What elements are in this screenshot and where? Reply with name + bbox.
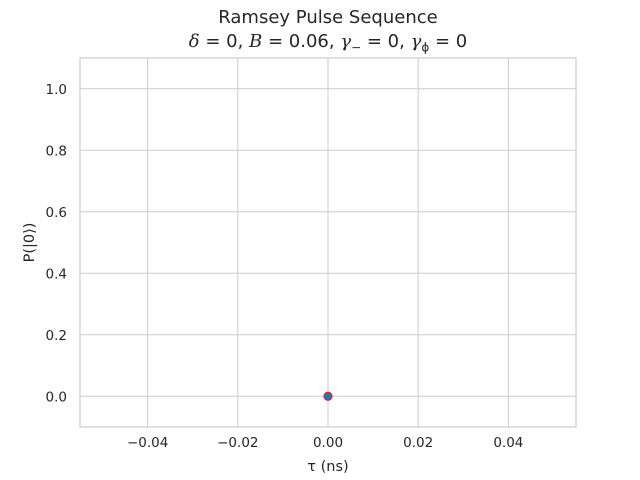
y-tick-label: 0.6	[46, 205, 67, 221]
x-tick-label: −0.04	[127, 435, 168, 451]
y-tick-label: 1.0	[46, 82, 67, 98]
gamma-minus-value: = 0,	[361, 31, 411, 52]
delta-value: = 0,	[199, 31, 250, 52]
gamma-phi-subscript: ϕ	[421, 40, 430, 55]
x-ticks: −0.04 −0.02 0.00 0.02 0.04	[127, 435, 523, 451]
data-points	[323, 391, 333, 401]
gamma-phi-value: = 0	[429, 31, 468, 52]
chart-title: Ramsey Pulse Sequence	[218, 7, 438, 28]
y-tick-label: 0.4	[46, 266, 67, 282]
plot-frame	[79, 57, 577, 428]
gamma-minus-subscript: −	[351, 40, 362, 55]
chart-subtitle: δ = 0, B = 0.06, γ− = 0, γϕ = 0	[80, 31, 576, 55]
y-tick-label: 0.0	[46, 389, 67, 405]
x-tick-label: 0.04	[493, 435, 523, 451]
delta-symbol: δ	[188, 31, 200, 52]
grid	[80, 58, 576, 427]
gamma-minus-symbol: γ	[340, 31, 352, 52]
b-symbol: B	[249, 31, 263, 52]
x-tick-label: 0.00	[313, 435, 343, 451]
x-axis-label: τ (ns)	[307, 459, 348, 475]
y-axis-label: P(|0⟩)	[22, 223, 38, 263]
y-tick-label: 0.2	[46, 328, 67, 344]
y-tick-label: 0.8	[46, 143, 67, 159]
data-point	[323, 391, 333, 401]
y-ticks: 0.0 0.2 0.4 0.6 0.8 1.0	[46, 82, 67, 406]
x-tick-label: −0.02	[217, 435, 258, 451]
b-value: = 0.06,	[262, 31, 341, 52]
x-tick-label: 0.02	[403, 435, 433, 451]
gamma-phi-symbol: γ	[410, 31, 422, 52]
